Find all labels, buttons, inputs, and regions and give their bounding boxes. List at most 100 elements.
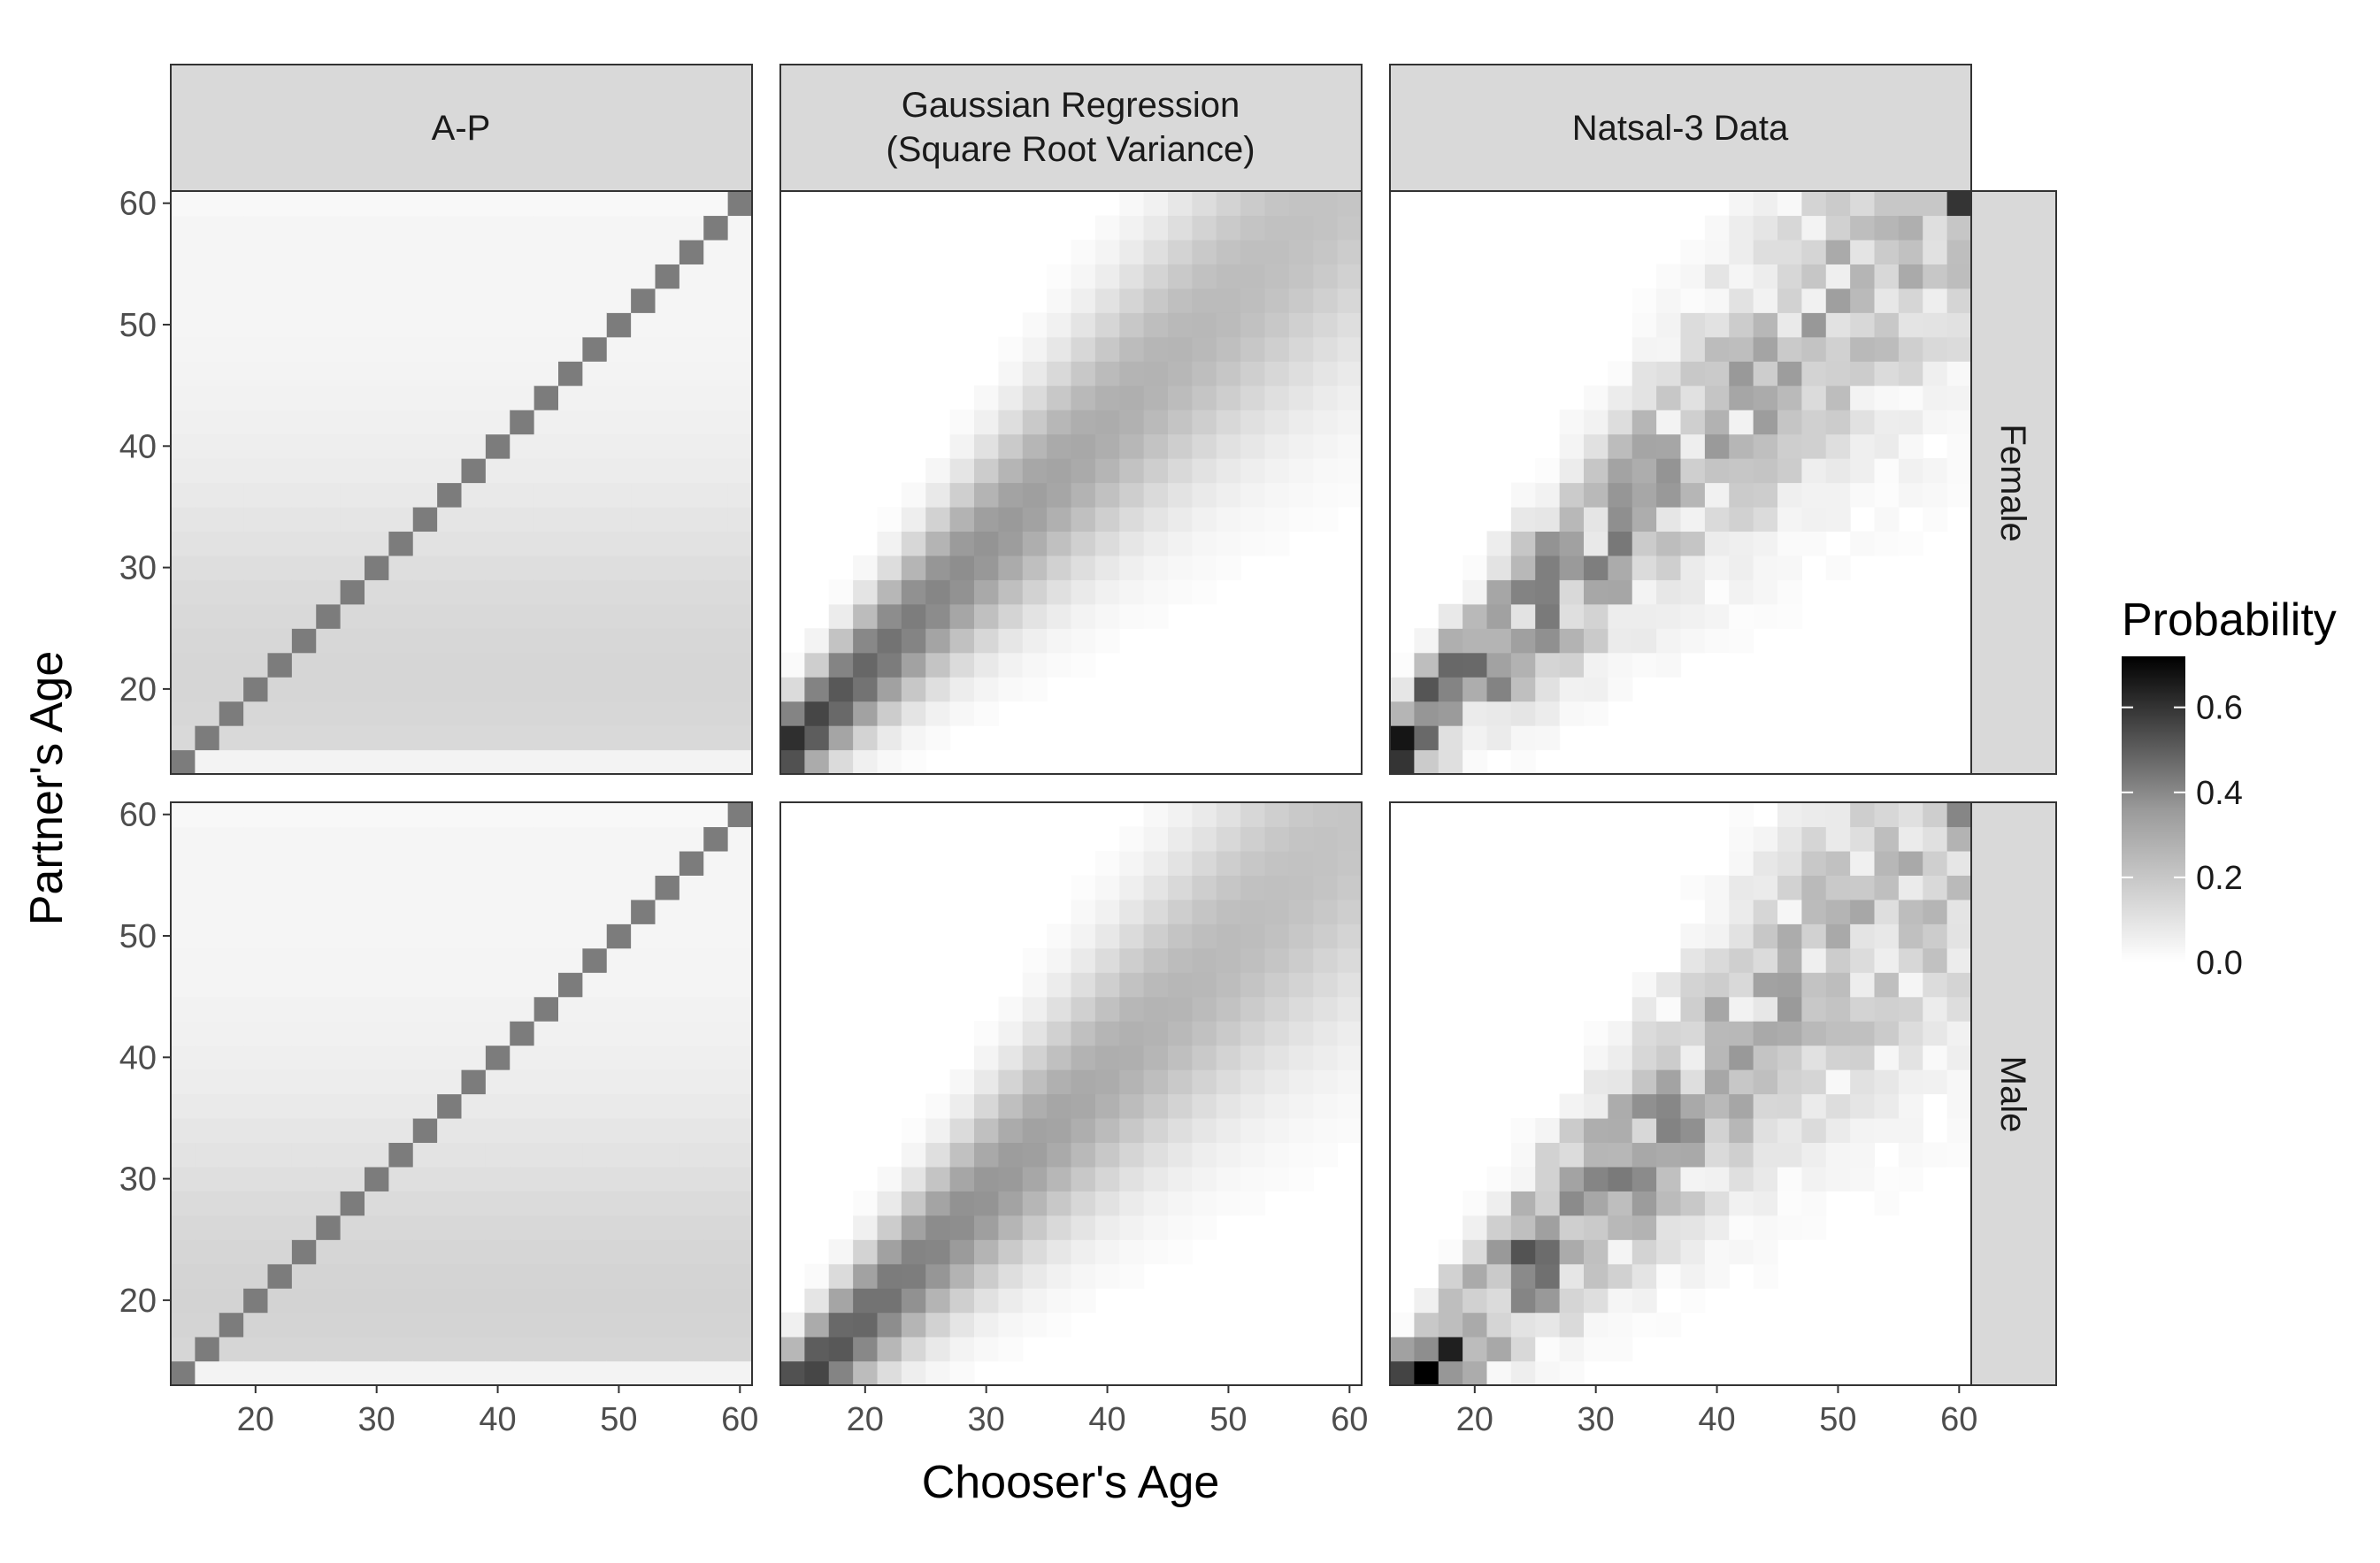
heatmap-cell [485, 312, 511, 338]
heatmap-cell [195, 1263, 220, 1289]
heatmap-cell [171, 1360, 196, 1386]
heatmap-cell [1264, 1045, 1290, 1070]
heatmap-cell [1559, 652, 1585, 678]
heatmap-cell [727, 802, 753, 828]
heatmap-cell [340, 361, 365, 387]
heatmap-cell [243, 1021, 269, 1046]
heatmap-cell [1704, 1239, 1730, 1265]
heatmap-cell [679, 506, 704, 532]
heatmap-cell [534, 749, 559, 775]
heatmap-cell [655, 1239, 680, 1265]
heatmap-cell [267, 312, 293, 338]
heatmap-cell [703, 531, 729, 556]
heatmap-cell [877, 579, 902, 605]
heatmap-cell [679, 433, 704, 459]
heatmap-cell [727, 1191, 753, 1216]
heatmap-cell [1313, 826, 1339, 852]
heatmap-cell [412, 826, 438, 852]
heatmap-cell [1022, 385, 1048, 410]
heatmap-cell [1463, 555, 1488, 580]
heatmap-cell [219, 410, 244, 435]
heatmap-cell [485, 1021, 511, 1046]
heatmap-cell [1923, 996, 1948, 1022]
heatmap-cell [1022, 972, 1048, 998]
heatmap-cell [1264, 361, 1290, 387]
heatmap-cell [1559, 579, 1585, 605]
heatmap-cell [1898, 1045, 1923, 1070]
heatmap-cell [1584, 531, 1608, 556]
heatmap-cell [1898, 1093, 1923, 1119]
heatmap-cell [1240, 287, 1266, 313]
heatmap-cell [340, 482, 365, 508]
heatmap-cell [1192, 947, 1217, 973]
heatmap-cell [1825, 1166, 1851, 1191]
heatmap-cell [388, 947, 414, 973]
heatmap-cell [340, 433, 365, 459]
heatmap-cell [1535, 579, 1561, 605]
heatmap-cell [1337, 1069, 1363, 1095]
heatmap-cell [340, 1239, 365, 1265]
heatmap-cell [1047, 947, 1072, 973]
heatmap-cell [1631, 996, 1657, 1022]
heatmap-cell [1608, 1045, 1633, 1070]
heatmap-cell [1704, 1263, 1730, 1289]
heatmap-cell [631, 1263, 656, 1289]
heatmap-cell [703, 652, 729, 678]
heatmap-cell [901, 1166, 926, 1191]
heatmap-cell [1559, 555, 1585, 580]
heatmap-cell [1414, 677, 1440, 702]
heatmap-cell [1898, 947, 1923, 973]
heatmap-cell [1753, 1069, 1778, 1095]
heatmap-cell [703, 1045, 729, 1070]
heatmap-cell [365, 802, 389, 828]
ticks-layer: 20 30 40 50 60 20 30 40 50 60 20 30 40 50 602030405060… [119, 186, 1978, 1438]
heatmap-cell [679, 264, 704, 289]
x-tick-label: 40 [1088, 1401, 1125, 1438]
heatmap-cell [1898, 264, 1923, 289]
heatmap-cell [1923, 947, 1948, 973]
heatmap-cell [1704, 531, 1730, 556]
heatmap-cell [1559, 506, 1585, 532]
heatmap-cell [1192, 1021, 1217, 1046]
heatmap-cell [582, 628, 608, 654]
heatmap-cell [388, 215, 414, 241]
heatmap-cell [679, 725, 704, 751]
heatmap-cell [365, 506, 389, 532]
heatmap-cell [853, 1288, 879, 1314]
heatmap-cell [1608, 361, 1633, 387]
heatmap-cell [1656, 628, 1682, 654]
heatmap-cell [727, 312, 753, 338]
heatmap-cell [655, 1263, 680, 1289]
heatmap-cell [412, 996, 438, 1022]
heatmap-cell [1704, 239, 1730, 264]
heatmap-cell [1535, 1337, 1561, 1362]
heatmap-cell [1192, 287, 1217, 313]
heatmap-cell [461, 312, 487, 338]
heatmap-cell [365, 1093, 389, 1119]
heatmap-cell [195, 385, 220, 410]
heatmap-cell [1022, 361, 1048, 387]
heatmap-cell [1510, 482, 1536, 508]
heatmap-cell [582, 287, 608, 313]
heatmap-cell [1777, 264, 1802, 289]
heatmap-cell [1022, 1166, 1048, 1191]
heatmap-cell [1094, 482, 1120, 508]
heatmap-cell [606, 312, 632, 338]
heatmap-cell [1047, 410, 1072, 435]
heatmap-cell [365, 191, 389, 217]
heatmap-cell [1777, 1117, 1802, 1144]
heatmap-cell [291, 1191, 317, 1216]
heatmap-cell [412, 410, 438, 435]
heatmap-cell [558, 850, 583, 876]
heatmap-cell [1510, 603, 1536, 629]
heatmap-cell [1486, 1288, 1512, 1314]
heatmap-cell [412, 947, 438, 973]
heatmap-cell [1559, 1117, 1585, 1144]
heatmap-cell [606, 923, 632, 949]
heatmap-cell [1874, 996, 1900, 1022]
heatmap-cell [1704, 336, 1730, 362]
heatmap-cell [1680, 264, 1706, 289]
heatmap-cell [1143, 336, 1169, 362]
heatmap-cell [267, 603, 293, 629]
